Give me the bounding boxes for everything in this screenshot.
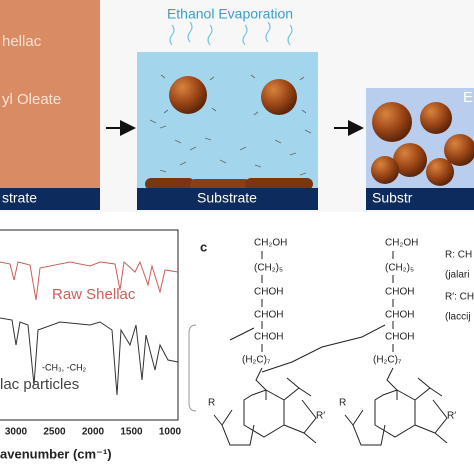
chem-label: CHOH	[254, 332, 283, 343]
particle	[420, 102, 452, 134]
oleate	[149, 74, 312, 176]
chem-label: CHOH	[385, 287, 414, 298]
solution-box	[0, 0, 100, 190]
x-tick-label: 1000	[159, 427, 182, 438]
label: yl Oleate	[2, 91, 61, 108]
spectrum	[0, 317, 179, 396]
particle	[372, 102, 412, 142]
substrate	[366, 188, 474, 210]
legend: (laccij	[445, 312, 471, 323]
substrate	[0, 188, 100, 210]
particle	[169, 76, 207, 114]
chem-label: CH₂OH	[254, 238, 287, 249]
annotation: -CH₃, -CH₂	[42, 362, 87, 372]
substrate-label: Substrate	[197, 190, 257, 206]
particle-film	[190, 179, 250, 190]
chem-label: R′	[316, 411, 325, 422]
chem-label: CHOH	[254, 310, 283, 321]
bracket	[188, 324, 197, 412]
solution-box	[137, 52, 318, 190]
series-label: lac particles	[0, 376, 79, 393]
legend: R: CH	[445, 250, 472, 261]
x-label: avenumber (cm⁻¹)	[0, 446, 112, 461]
particle	[261, 79, 297, 115]
spectrum	[0, 260, 179, 301]
substrate-label: Substr	[372, 190, 413, 206]
x-tick-label: 2500	[43, 427, 66, 438]
chem-label: (H₂C)₇	[242, 355, 271, 366]
chem-label: R	[208, 398, 215, 409]
chem-label: CHOH	[254, 287, 283, 298]
particle-film	[245, 178, 313, 190]
x-tick-label: 2000	[82, 427, 105, 438]
ring	[344, 367, 448, 446]
chem-label: CH₂OH	[385, 238, 418, 249]
label: E	[463, 89, 473, 106]
bond	[229, 324, 386, 373]
particle	[444, 134, 474, 166]
chem-label: (CH₂)₅	[254, 263, 283, 274]
chem-label: R	[339, 398, 346, 409]
x-tick-label: 3000	[5, 427, 28, 438]
chem-label: (H₂C)₇	[373, 355, 402, 366]
legend: (jalari	[445, 270, 469, 281]
plot-frame	[0, 229, 179, 421]
step-title: Ethanol Evaporation	[167, 6, 293, 22]
chem-label: CHOH	[385, 332, 414, 343]
particle	[393, 143, 427, 177]
panel-label: c	[200, 239, 207, 254]
particle	[426, 158, 454, 186]
particle-film	[145, 178, 195, 190]
x-tick-label: 1500	[120, 427, 143, 438]
vapor	[169, 21, 293, 46]
chem-label: CHOH	[385, 310, 414, 321]
substrate-label: strate	[2, 190, 37, 206]
legend: R′: CH	[445, 292, 474, 303]
label: hellac	[2, 33, 42, 50]
ring	[213, 367, 317, 446]
series-label: Raw Shellac	[52, 286, 136, 303]
substrate	[137, 188, 318, 210]
particle	[371, 156, 399, 184]
chem-label: R′	[447, 411, 456, 422]
chem-label: (CH₂)₅	[385, 263, 414, 274]
